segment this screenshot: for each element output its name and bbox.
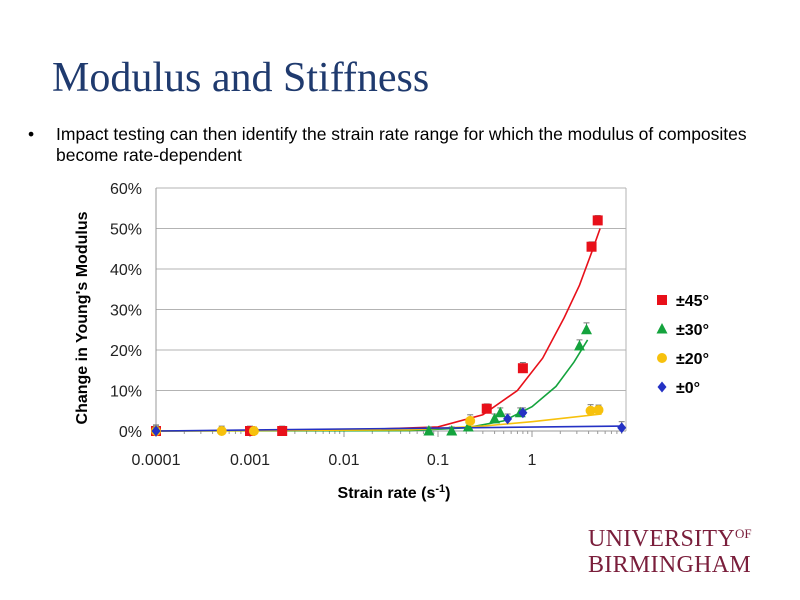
logo-birmingham: BIRMINGHAM: [588, 552, 752, 578]
bullet-text: Impact testing can then identify the str…: [56, 124, 747, 165]
data-point: [592, 215, 603, 226]
legend-label-1: ±30°: [676, 322, 709, 339]
x-tick-label: 1: [528, 452, 537, 469]
y-tick-label: 40%: [110, 262, 142, 279]
data-point: [573, 339, 585, 351]
data-point: [481, 403, 492, 414]
logo-of: OF: [735, 526, 752, 541]
trend-line-3: [155, 425, 624, 432]
x-tick-label: 0.0001: [132, 452, 181, 469]
x-axis-title: Strain rate (s-1): [338, 483, 451, 502]
x-axis-title-close: ): [445, 485, 450, 502]
y-tick-label: 20%: [110, 343, 142, 360]
series-0: [151, 215, 603, 436]
data-point: [446, 425, 458, 436]
data-point: [277, 426, 288, 436]
x-tick-label: 0.1: [427, 452, 449, 469]
university-logo: UNIVERSITYOF BIRMINGHAM: [588, 521, 752, 578]
legend-marker-0: [657, 295, 667, 305]
data-point: [465, 415, 476, 426]
y-tick-label: 50%: [110, 222, 142, 239]
legend-label-2: ±20°: [676, 351, 709, 368]
legend-marker-3: [657, 381, 667, 393]
legend-label-3: ±0°: [676, 380, 700, 397]
y-tick-label: 30%: [110, 303, 142, 320]
data-point: [593, 404, 604, 415]
data-point: [216, 426, 227, 436]
series-2: [151, 404, 604, 436]
data-point: [580, 323, 592, 335]
series-3: [151, 407, 627, 437]
data-point: [585, 405, 596, 416]
data-point: [517, 363, 528, 374]
x-tick-label: 0.01: [328, 452, 359, 469]
data-point: [518, 407, 528, 419]
bullet-marker: •: [28, 124, 35, 144]
data-point: [489, 412, 501, 424]
y-tick-label: 0%: [119, 424, 142, 441]
y-tick-label: 60%: [110, 181, 142, 198]
legend-marker-2: [657, 353, 667, 363]
data-point: [586, 241, 597, 252]
series-1: [423, 322, 592, 436]
data-point: [248, 426, 259, 436]
data-point: [423, 425, 435, 436]
slide-title: Modulus and Stiffness: [52, 55, 430, 101]
legend-marker-1: [656, 323, 668, 334]
data-point: [151, 425, 161, 437]
data-point: [494, 406, 506, 418]
data-point: [462, 420, 474, 432]
logo-university: UNIVERSITY: [588, 526, 735, 552]
x-axis-title-superscript: -1: [435, 483, 445, 495]
y-tick-label: 10%: [110, 384, 142, 401]
x-tick-label: 0.001: [230, 452, 270, 469]
y-axis-title: Change in Young's Modulus: [74, 211, 91, 424]
data-point: [617, 422, 627, 434]
legend-label-0: ±45°: [676, 293, 709, 310]
trend-line-0: [155, 228, 601, 432]
data-point: [503, 413, 513, 425]
